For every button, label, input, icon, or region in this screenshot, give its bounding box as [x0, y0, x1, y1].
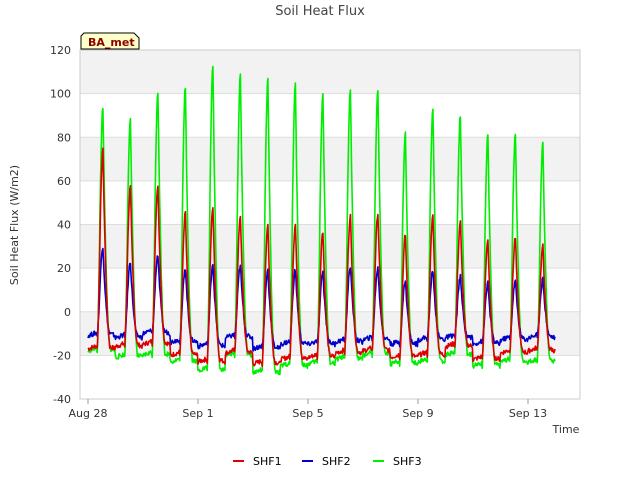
y-tick-label: 120	[50, 44, 71, 57]
y-tick-label: 80	[57, 131, 71, 144]
plot-band	[80, 137, 580, 181]
y-tick-label: -40	[53, 393, 71, 406]
y-tick-label: 60	[57, 175, 71, 188]
y-tick-label: 0	[64, 306, 71, 319]
y-tick-label: 40	[57, 219, 71, 232]
legend: SHF1 SHF2 SHF3	[233, 455, 422, 468]
plot-band	[80, 50, 580, 94]
legend-label-shf1: SHF1	[253, 455, 282, 468]
x-tick-label: Sep 13	[509, 407, 547, 420]
x-tick-label: Sep 1	[182, 407, 213, 420]
plot-band	[80, 224, 580, 269]
y-tick-label: 100	[50, 88, 71, 101]
y-tick-label: 20	[57, 262, 71, 275]
legend-label-shf3: SHF3	[393, 455, 422, 468]
series-layer	[87, 65, 556, 376]
series-line-shf3	[87, 65, 556, 376]
x-axis-label: Time	[552, 423, 580, 436]
y-tick-label: -20	[53, 349, 71, 362]
plot-frame	[79, 49, 581, 400]
badge-label: BA_met	[88, 36, 135, 49]
plot-band	[80, 311, 580, 356]
x-tick-label: Sep 5	[292, 407, 323, 420]
legend-label-shf2: SHF2	[322, 455, 351, 468]
y-axis-ticks: -40 -20 0 20 40 60 80 100 120	[50, 44, 71, 406]
y-axis-label: Soil Heat Flux (W/m2)	[8, 165, 21, 285]
x-tick-label: Aug 28	[69, 407, 108, 420]
badge-box	[80, 32, 140, 50]
x-axis-ticks: Aug 28 Sep 1 Sep 5 Sep 9 Sep 13	[69, 399, 547, 420]
series-line-shf2	[87, 247, 556, 352]
x-tick-label: Sep 9	[402, 407, 433, 420]
chart-title: Soil Heat Flux	[275, 4, 365, 19]
dataset-badge: BA_met	[80, 32, 140, 50]
series-line-shf1	[87, 147, 556, 368]
